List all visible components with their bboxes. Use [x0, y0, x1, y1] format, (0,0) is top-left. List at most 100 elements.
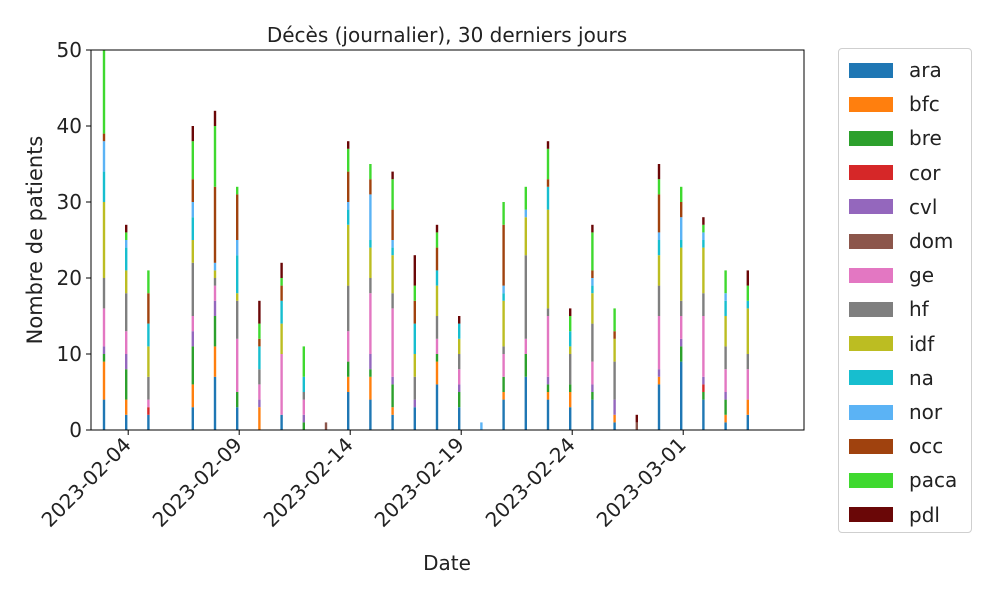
bar-segment-cvl — [591, 384, 594, 392]
bar-segment-bre — [369, 369, 372, 377]
x-axis: 2023-02-04 2023-02-09 2023-02-14 2023-02-19… — [37, 430, 691, 532]
bar-segment-bfc — [369, 376, 372, 400]
bar-segment-hf — [347, 285, 350, 332]
bar-segment-occ — [102, 133, 106, 142]
bar-segment-hf — [702, 293, 705, 316]
bar-segment-na — [657, 240, 661, 256]
bar-segment-bre — [702, 392, 705, 400]
legend-swatch — [849, 233, 893, 249]
bar-segment-na — [724, 300, 727, 316]
bar-segment-hf — [569, 354, 572, 385]
bar-segment-ara — [391, 414, 394, 430]
bar-segment-hf — [213, 278, 217, 286]
legend-item-dom: dom — [849, 224, 953, 258]
bar-segment-idf — [435, 285, 439, 316]
legend-swatch — [849, 301, 893, 317]
bar-segment-cvl — [125, 354, 128, 370]
bar-segment-na — [302, 376, 305, 392]
bar-segment-pdl — [591, 224, 594, 233]
bar-segment-hf — [413, 376, 416, 400]
bar-segment-na — [502, 293, 505, 301]
bar-segment-hf — [236, 300, 239, 339]
bar-segment-idf — [391, 255, 394, 294]
bar-segment-ge — [102, 308, 106, 347]
y-tick-label: 20 — [57, 266, 82, 290]
bar-segment-bfc — [213, 346, 217, 377]
bar-segment-ara — [724, 422, 727, 430]
y-axis: 0 10 20 30 40 50 — [57, 38, 91, 442]
bar-segment-cvl — [702, 376, 705, 385]
legend-item-idf: idf — [849, 327, 934, 361]
bar-segment-occ — [369, 179, 372, 195]
bar-segment-ge — [702, 316, 705, 377]
bar-segment-hf — [657, 285, 661, 316]
bar-segment-ge — [213, 285, 217, 301]
bar-segment-idf — [369, 247, 372, 278]
legend-item-bfc: bfc — [849, 87, 940, 121]
bar-segment-na — [746, 300, 749, 309]
bar-segment-hf — [591, 323, 594, 362]
plot-frame — [90, 49, 805, 431]
bar-segment-hf — [524, 255, 527, 339]
bar-segment-hf — [546, 308, 550, 316]
bar-segment-cvl — [258, 399, 261, 408]
bar-segment-na — [569, 331, 572, 347]
bar-segment-occ — [391, 209, 394, 240]
bar-segment-cor — [702, 384, 705, 392]
bar-segment-ge — [258, 384, 261, 400]
bar-segment-bfc — [569, 392, 572, 408]
bar-segment-bfc — [102, 361, 106, 400]
bar-segment-bre — [236, 392, 239, 408]
bar-segment-idf — [213, 270, 217, 278]
bar-segment-bfc — [347, 376, 350, 392]
legend-label: cor — [909, 160, 941, 185]
y-tick-label: 40 — [57, 114, 82, 138]
bar-segment-ara — [369, 399, 372, 430]
bar-segment-ara — [102, 399, 106, 430]
bar-segment-ara — [524, 376, 527, 430]
bar-segment-occ — [680, 202, 683, 218]
legend-label: bfc — [909, 92, 940, 117]
bar-segment-bfc — [613, 414, 616, 423]
bar-segment-hf — [458, 354, 461, 370]
bar-segment-cvl — [302, 414, 305, 423]
bar-segment-occ — [613, 331, 616, 339]
legend-item-na: na — [849, 361, 934, 395]
bar-segment-idf — [125, 270, 128, 294]
x-tick-label: 2023-02-24 — [481, 433, 580, 532]
bar-segment-ge — [236, 338, 239, 392]
bar-segment-paca — [302, 346, 305, 377]
bar-segment-ge — [147, 399, 150, 408]
bar-segment-occ — [236, 194, 239, 240]
bar-segment-pdl — [280, 262, 283, 278]
bar-segment-cvl — [613, 399, 616, 415]
bar-segment-bfc — [746, 399, 749, 415]
bar-segment-bre — [102, 354, 106, 362]
bar-segment-idf — [413, 354, 416, 377]
bar-segment-bre — [213, 316, 217, 347]
bar-segment-nor — [213, 262, 217, 271]
bar-segment-paca — [724, 270, 727, 294]
legend-label: ge — [909, 263, 934, 288]
chart-title: Décès (journalier), 30 derniers jours — [267, 23, 627, 47]
bar-segment-idf — [546, 209, 550, 309]
bar-segment-bre — [347, 361, 350, 377]
legend-label: occ — [909, 434, 944, 459]
bar-segment-ge — [502, 354, 505, 377]
bar-segment-occ — [191, 179, 194, 202]
bar-segment-na — [391, 247, 394, 256]
bar-segment-nor — [502, 285, 505, 294]
bar-segment-idf — [458, 338, 461, 354]
bar-segment-hf — [369, 278, 372, 294]
bar-segment-ge — [191, 316, 194, 332]
bar-segment-pdl — [702, 217, 705, 225]
bar-segment-bfc — [435, 361, 439, 385]
bar-stacks — [102, 50, 749, 430]
bar-segment-hf — [680, 300, 683, 316]
bar-segment-paca — [125, 232, 128, 240]
bar-segment-ge — [280, 354, 283, 415]
bar-segment-pdl — [125, 224, 128, 233]
bar-segment-hf — [746, 354, 749, 370]
bar-segment-na — [435, 270, 439, 286]
bar-segment-occ — [657, 194, 661, 233]
